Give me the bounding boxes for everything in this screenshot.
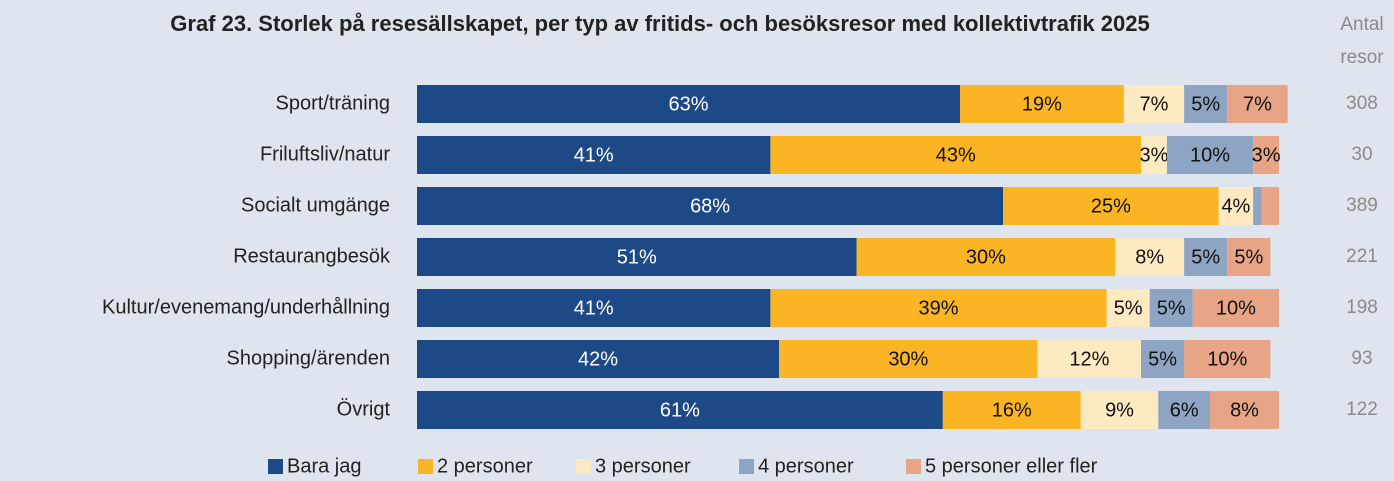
bar-segment	[960, 85, 1124, 123]
value-label: 5%	[1114, 297, 1143, 319]
category-label: Övrigt	[337, 398, 391, 420]
legend-swatch	[576, 459, 591, 474]
count-label: 389	[1346, 195, 1378, 216]
bar-segment	[1184, 85, 1228, 123]
bar-segment	[1149, 289, 1193, 327]
category-label: Restaurangbesök	[233, 245, 391, 267]
bar-segment	[417, 391, 943, 429]
value-label: 5%	[1234, 246, 1263, 268]
count-label: 308	[1346, 93, 1378, 114]
bar-segment	[1080, 391, 1159, 429]
value-label: 30%	[888, 348, 928, 370]
value-label: 43%	[936, 144, 976, 166]
count-label: 198	[1346, 297, 1378, 318]
value-label: 5%	[1148, 348, 1177, 370]
category-label: Friluftsliv/natur	[260, 143, 390, 165]
category-label: Shopping/ärenden	[227, 347, 390, 369]
value-label: 10%	[1190, 144, 1230, 166]
legend-swatch	[418, 459, 433, 474]
value-label: 39%	[918, 297, 958, 319]
value-label: 6%	[1170, 399, 1199, 421]
value-label: 42%	[578, 348, 618, 370]
count-title: resor	[1340, 47, 1384, 68]
bar-segment	[417, 289, 771, 327]
count-label: 221	[1346, 246, 1378, 267]
legend-label: 4 personer	[758, 455, 854, 477]
bar-segment	[1141, 136, 1167, 174]
bar-segment	[1003, 187, 1219, 225]
value-label: 68%	[690, 195, 730, 217]
value-label: 25%	[1091, 195, 1131, 217]
value-label: 7%	[1140, 93, 1169, 115]
value-label: 63%	[669, 93, 709, 115]
bar-segment	[1184, 340, 1271, 378]
bar-segment	[770, 289, 1107, 327]
bar-segment	[1184, 238, 1228, 276]
value-label: 4%	[1221, 195, 1250, 217]
bar-segment	[779, 340, 1038, 378]
chart-title: Graf 23. Storlek på resesällskapet, per …	[170, 11, 1149, 36]
value-label: 41%	[574, 297, 614, 319]
bar-segment	[1210, 391, 1279, 429]
category-label: Kultur/evenemang/underhållning	[102, 296, 390, 318]
category-label: Sport/träning	[275, 92, 390, 114]
value-label: 19%	[1022, 93, 1062, 115]
category-label: Socialt umgänge	[241, 194, 390, 216]
bar-segment	[417, 85, 961, 123]
bar-segment	[1227, 238, 1271, 276]
bar-segment	[1141, 340, 1185, 378]
bar-segment	[1218, 187, 1254, 225]
legend-swatch	[268, 459, 283, 474]
value-label: 10%	[1207, 348, 1247, 370]
bar-segment	[417, 340, 780, 378]
legend-swatch	[906, 459, 921, 474]
bar-segment	[417, 187, 1004, 225]
value-label: 9%	[1105, 399, 1134, 421]
value-label: 51%	[617, 246, 657, 268]
legend-swatch	[739, 459, 754, 474]
bar-segment	[1261, 187, 1279, 225]
value-label: 3%	[1252, 144, 1281, 166]
value-label: 10%	[1216, 297, 1256, 319]
value-label: 5%	[1191, 93, 1220, 115]
bar-segment	[1158, 391, 1211, 429]
bar-segment	[1253, 136, 1279, 174]
bar-segment	[1166, 136, 1254, 174]
count-label: 122	[1346, 399, 1378, 420]
bar-segment	[942, 391, 1081, 429]
bar-segment	[1253, 187, 1262, 225]
bar-segment	[417, 238, 857, 276]
count-label: 30	[1351, 144, 1372, 165]
legend-label: Bara jag	[287, 455, 362, 477]
value-label: 41%	[574, 144, 614, 166]
bar-segment	[1115, 238, 1185, 276]
value-label: 30%	[966, 246, 1006, 268]
legend-label: 2 personer	[437, 455, 533, 477]
value-label: 8%	[1230, 399, 1259, 421]
count-label: 93	[1351, 348, 1372, 369]
legend-label: 5 personer eller fler	[925, 455, 1098, 477]
bar-segment	[856, 238, 1116, 276]
value-label: 12%	[1069, 348, 1109, 370]
bar-segment	[1192, 289, 1279, 327]
bar-segment	[1227, 85, 1288, 123]
bar-segment	[1123, 85, 1185, 123]
bar-segment	[770, 136, 1142, 174]
bar-segment	[1037, 340, 1142, 378]
bar-segment	[417, 136, 771, 174]
value-label: 8%	[1135, 246, 1164, 268]
value-label: 61%	[660, 399, 700, 421]
legend-label: 3 personer	[595, 455, 691, 477]
value-label: 5%	[1157, 297, 1186, 319]
value-label: 16%	[992, 399, 1032, 421]
value-label: 3%	[1140, 144, 1169, 166]
value-label: 5%	[1191, 246, 1220, 268]
value-label: 7%	[1243, 93, 1272, 115]
count-title: Antal	[1340, 14, 1383, 35]
bar-segment	[1106, 289, 1150, 327]
